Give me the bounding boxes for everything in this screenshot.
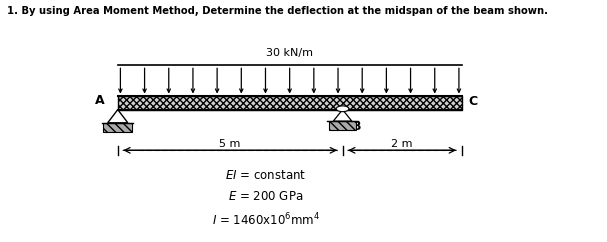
Text: 2 m: 2 m: [392, 139, 413, 149]
Circle shape: [336, 106, 349, 112]
Text: C: C: [468, 95, 477, 108]
Text: 1. By using Area Moment Method, Determine the deflection at the midspan of the b: 1. By using Area Moment Method, Determin…: [7, 6, 548, 16]
Text: A: A: [95, 94, 104, 107]
Polygon shape: [107, 110, 128, 123]
Text: B: B: [352, 120, 362, 133]
Text: 5 m: 5 m: [220, 139, 241, 149]
Text: $E$ = 200 GPa: $E$ = 200 GPa: [228, 190, 304, 203]
Text: $EI$ = constant: $EI$ = constant: [225, 169, 307, 182]
Polygon shape: [333, 110, 352, 121]
Bar: [118, 97, 461, 110]
Text: 30 kN/m: 30 kN/m: [266, 48, 313, 58]
Bar: [103, 123, 132, 132]
Text: $I$ = 1460x10$^6$mm$^4$: $I$ = 1460x10$^6$mm$^4$: [212, 212, 320, 228]
Bar: [329, 121, 356, 130]
